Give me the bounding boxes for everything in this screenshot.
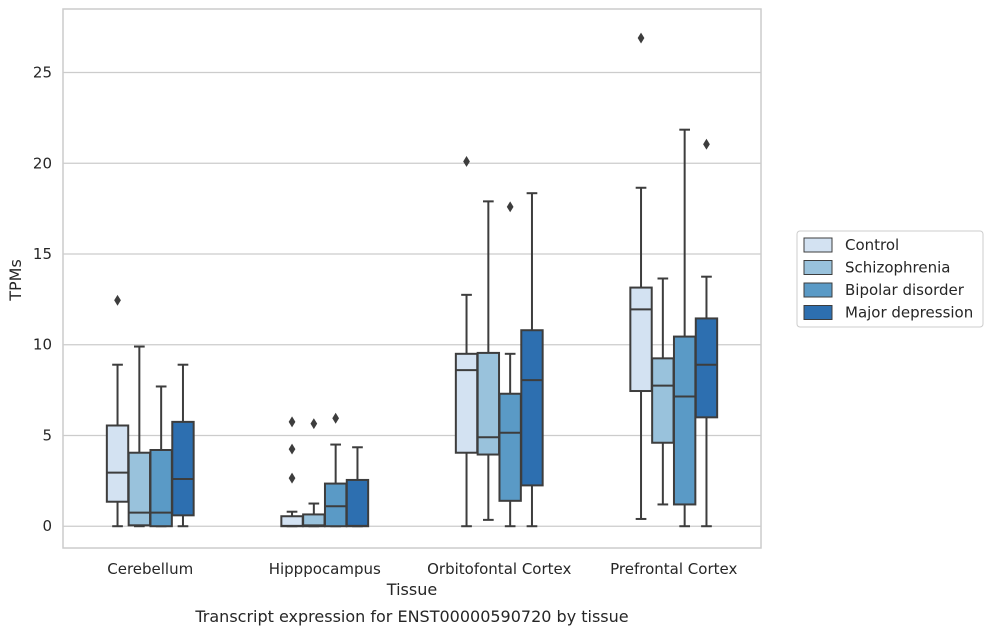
y-tick-label: 0 xyxy=(42,517,52,535)
box-major-depression-1 xyxy=(345,446,370,528)
outlier-point xyxy=(288,416,296,428)
box-bipolar-disorder-0 xyxy=(149,385,173,528)
box-body xyxy=(498,392,522,502)
legend-swatch xyxy=(803,305,833,320)
legend-swatch xyxy=(803,260,833,275)
box-major-depression-2 xyxy=(520,192,544,528)
box-control-0 xyxy=(105,294,130,528)
box-body xyxy=(345,478,370,528)
y-tick-label: 20 xyxy=(33,154,52,172)
plot-area-frame xyxy=(62,8,762,549)
outlier-point xyxy=(288,472,296,484)
box-body xyxy=(694,317,719,419)
box-control-2 xyxy=(454,155,479,528)
y-tick-labels: 0 5 10 15 20 25 xyxy=(33,64,52,536)
box-body xyxy=(127,451,152,527)
outlier-point xyxy=(288,443,296,455)
box-schizophrenia-2 xyxy=(476,200,501,521)
x-axis-label: Tissue xyxy=(386,580,437,599)
legend: Control Schizophrenia Bipolar disorder Majo… xyxy=(796,230,984,328)
y-tick-label: 25 xyxy=(33,64,52,82)
y-axis-label: TPMs xyxy=(6,259,25,302)
box-body xyxy=(476,351,501,456)
box-control-3 xyxy=(629,32,653,520)
box-bipolar-disorder-1 xyxy=(323,412,348,528)
legend-label: Major depression xyxy=(845,304,973,322)
box-bipolar-disorder-3 xyxy=(672,128,697,528)
legend-swatch xyxy=(803,237,833,253)
box-body xyxy=(629,286,653,393)
box-body xyxy=(454,352,479,454)
legend-label: Bipolar disorder xyxy=(845,281,965,299)
outlier-point xyxy=(463,155,470,167)
legend-item: Schizophrenia xyxy=(803,259,950,277)
box-body xyxy=(105,424,130,503)
box-groups xyxy=(105,32,719,528)
box-body xyxy=(323,482,348,528)
box-major-depression-3 xyxy=(694,138,719,528)
box-body xyxy=(651,357,675,444)
legend-item: Control xyxy=(803,236,899,254)
y-tick-label: 15 xyxy=(33,245,52,263)
box-schizophrenia-3 xyxy=(651,277,675,506)
y-tick-label: 5 xyxy=(42,426,52,444)
box-body xyxy=(171,420,195,517)
box-body xyxy=(520,329,544,487)
box-bipolar-disorder-2 xyxy=(498,201,522,528)
legend-label: Control xyxy=(845,236,899,254)
box-control-1 xyxy=(280,416,304,528)
x-tick-label: Hipppocampus xyxy=(269,560,381,578)
outlier-point xyxy=(637,32,645,44)
x-tick-label: Prefrontal Cortex xyxy=(610,560,737,578)
legend-item: Major depression xyxy=(803,304,973,322)
legend-frame xyxy=(796,230,984,328)
box-schizophrenia-1 xyxy=(302,418,326,528)
box-body xyxy=(280,515,304,528)
outlier-point xyxy=(114,294,121,306)
outlier-point xyxy=(506,201,514,213)
box-schizophrenia-0 xyxy=(127,345,152,528)
x-tick-label: Cerebellum xyxy=(107,560,193,578)
box-body xyxy=(149,449,173,528)
outlier-point xyxy=(310,418,318,430)
chart-title: Transcript expression for ENST0000059072… xyxy=(194,607,628,626)
x-tick-labels: Cerebellum Hipppocampus Orbitofontal Corte… xyxy=(107,560,737,578)
legend-swatch xyxy=(803,282,833,298)
legend-label: Schizophrenia xyxy=(845,259,950,277)
x-tick-label: Orbitofontal Cortex xyxy=(427,560,571,578)
box-body xyxy=(672,335,697,506)
y-tick-label: 10 xyxy=(33,336,52,354)
legend-item: Bipolar disorder xyxy=(803,281,965,299)
outlier-point xyxy=(332,412,340,424)
outlier-point xyxy=(703,138,710,150)
box-major-depression-0 xyxy=(171,363,195,528)
